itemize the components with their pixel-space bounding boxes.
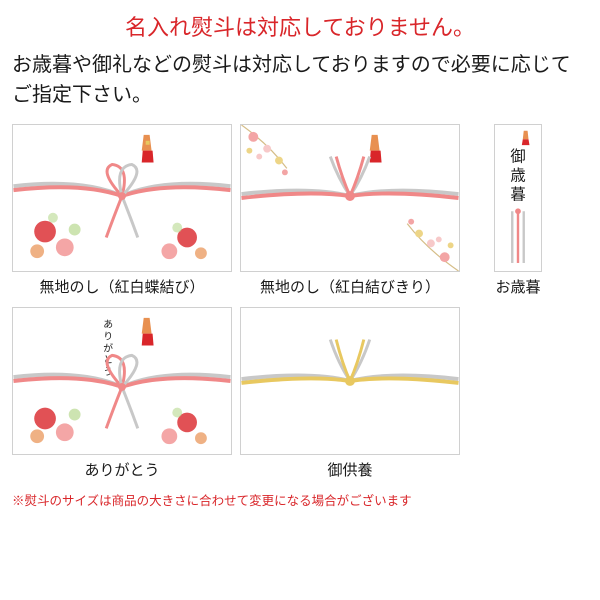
okuyou-illustration (241, 308, 459, 454)
card-musubikiri: 無地のし（紅白結びきり） (240, 124, 460, 297)
card-arigatou-label: ありがとう (84, 459, 159, 480)
card-okuyou-label: 御供養 (327, 459, 372, 480)
card-musubikiri-label: 無地のし（紅白結びきり） (260, 276, 440, 297)
card-okuyou: 御供養 (240, 307, 460, 480)
footnote-text: ※熨斗のサイズは商品の大きさに合わせて変更になる場合がございます (12, 490, 588, 509)
card-chochi: 無地のし（紅白蝶結び） (12, 124, 232, 297)
svg-text:御: 御 (510, 148, 525, 165)
card-arigatou: あ り が と う (12, 307, 232, 480)
arigatou-illustration: あ り が と う (13, 308, 231, 454)
svg-text:歳: 歳 (510, 168, 525, 185)
header-red-text: 名入れ熨斗は対応しておりません。 (12, 10, 588, 42)
svg-text:暮: 暮 (510, 187, 525, 204)
card-chochi-image (12, 124, 232, 272)
card-okuyou-image (240, 307, 460, 455)
chochi-illustration (13, 125, 231, 271)
card-oseibo-image: 御 歳 暮 (494, 124, 542, 272)
card-musubikiri-image (240, 124, 460, 272)
card-oseibo-label: お歳暮 (495, 276, 540, 297)
noshi-grid-row2: あ り が と う (12, 307, 588, 480)
musubikiri-illustration (241, 125, 459, 271)
card-oseibo: 御 歳 暮 お歳暮 (468, 124, 568, 297)
header-black-text: お歳暮や御礼などの熨斗は対応しておりますので必要に応じてご指定下さい。 (12, 50, 588, 110)
noshi-grid-row1: 無地のし（紅白蝶結び） (12, 124, 588, 297)
card-chochi-label: 無地のし（紅白蝶結び） (39, 276, 204, 297)
svg-text:り: り (103, 331, 113, 343)
svg-text:あ: あ (103, 319, 113, 331)
svg-text:が: が (103, 341, 113, 354)
oseibo-illustration: 御 歳 暮 (495, 125, 541, 267)
card-arigatou-image: あ り が と う (12, 307, 232, 455)
